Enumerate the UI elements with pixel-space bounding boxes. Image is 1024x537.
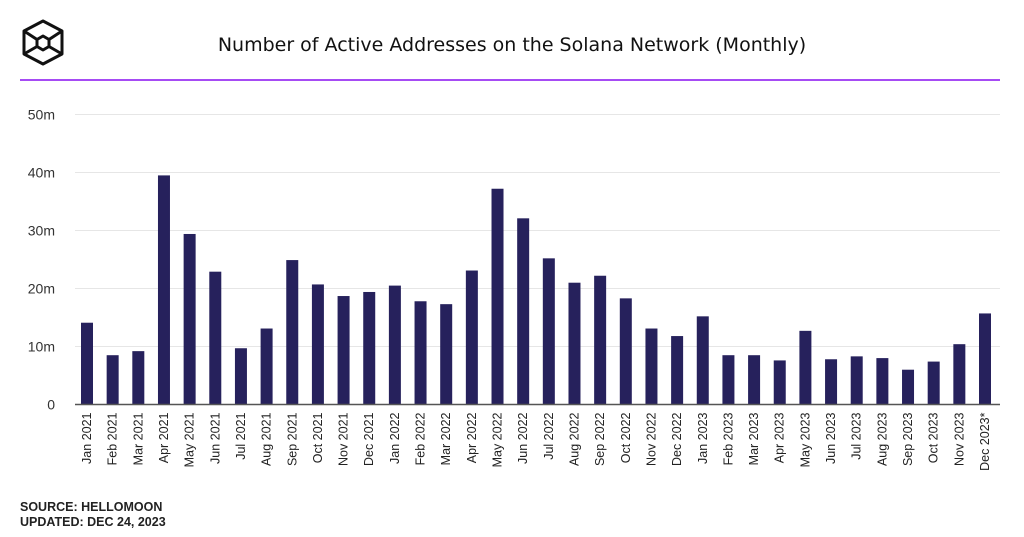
bar xyxy=(619,298,632,405)
source-label: SOURCE: HELLOMOON xyxy=(20,500,163,514)
chart-title: Number of Active Addresses on the Solana… xyxy=(217,34,807,56)
bar xyxy=(799,330,812,405)
updated-label: UPDATED: DEC 24, 2023 xyxy=(20,515,166,529)
x-tick-label: May 2021 xyxy=(183,412,197,467)
bar xyxy=(465,270,478,405)
x-tick-label: Jan 2023 xyxy=(696,412,710,463)
x-tick-label: Jun 2023 xyxy=(824,412,838,463)
x-tick-label: Dec 2023* xyxy=(978,412,992,471)
x-tick-label: Nov 2023 xyxy=(952,412,966,466)
bar xyxy=(234,348,247,405)
x-tick-label: Sep 2022 xyxy=(593,412,607,466)
x-tick-label: Jul 2023 xyxy=(850,412,864,459)
x-tick-label: May 2022 xyxy=(491,412,505,467)
bar xyxy=(902,369,915,405)
bar xyxy=(850,356,863,405)
bar xyxy=(491,188,504,405)
bar xyxy=(363,291,376,405)
bar xyxy=(722,355,735,405)
bar xyxy=(106,355,119,405)
x-tick-label: Feb 2021 xyxy=(106,412,120,465)
bar xyxy=(927,361,940,405)
bar xyxy=(645,328,658,405)
bar xyxy=(311,284,324,405)
x-tick-label: Jan 2022 xyxy=(388,412,402,463)
x-tick-label: May 2023 xyxy=(798,412,812,467)
bar xyxy=(440,304,453,405)
x-tick-label: Jul 2022 xyxy=(542,412,556,459)
x-tick-label: Mar 2023 xyxy=(747,412,761,465)
y-tick-label: 40m xyxy=(28,165,55,181)
x-tick-label: Feb 2023 xyxy=(721,412,735,465)
x-tick-label: Mar 2021 xyxy=(131,412,145,465)
x-tick-label: Jun 2021 xyxy=(208,412,222,463)
x-tick-label: Dec 2022 xyxy=(670,412,684,466)
bar xyxy=(953,344,966,405)
bar xyxy=(568,282,581,405)
bar xyxy=(696,316,709,405)
x-tick-label: Nov 2021 xyxy=(337,412,351,466)
bar xyxy=(157,175,170,405)
y-tick-label: 0 xyxy=(47,397,55,413)
bar xyxy=(748,355,761,405)
x-tick-label: Jan 2021 xyxy=(80,412,94,463)
x-tick-label: Jun 2022 xyxy=(516,412,530,463)
title-divider xyxy=(20,79,1000,81)
y-tick-label: 50m xyxy=(28,107,55,123)
bar xyxy=(876,358,889,405)
bar xyxy=(825,359,838,405)
x-tick-label: Aug 2021 xyxy=(260,412,274,466)
x-tick-label: Nov 2022 xyxy=(644,412,658,466)
bar xyxy=(517,218,530,405)
bar xyxy=(81,322,93,405)
x-tick-label: Jul 2021 xyxy=(234,412,248,459)
bar xyxy=(773,360,786,405)
x-tick-label: Aug 2023 xyxy=(875,412,889,466)
bar xyxy=(260,328,273,405)
y-tick-label: 30m xyxy=(28,223,55,239)
bar xyxy=(414,301,427,405)
bar xyxy=(594,275,607,405)
bar xyxy=(388,285,401,405)
x-tick-label: Mar 2022 xyxy=(439,412,453,465)
bar xyxy=(337,296,350,405)
bar xyxy=(979,313,991,405)
bar xyxy=(542,258,555,405)
x-tick-label: Sep 2021 xyxy=(285,412,299,466)
y-tick-label: 20m xyxy=(28,281,55,297)
x-tick-label: Apr 2022 xyxy=(465,412,479,463)
bar xyxy=(132,351,145,405)
x-tick-label: Feb 2022 xyxy=(414,412,428,465)
x-tick-label: Oct 2021 xyxy=(311,412,325,463)
x-tick-label: Oct 2022 xyxy=(619,412,633,463)
x-tick-label: Sep 2023 xyxy=(901,412,915,466)
x-tick-label: Apr 2021 xyxy=(157,412,171,463)
bar xyxy=(671,336,684,405)
x-tick-label: Oct 2023 xyxy=(927,412,941,463)
y-tick-label: 10m xyxy=(28,339,55,355)
bar xyxy=(209,271,222,405)
cube-logo-icon xyxy=(22,19,64,66)
x-tick-label: Apr 2023 xyxy=(773,412,787,463)
x-tick-label: Dec 2021 xyxy=(362,412,376,466)
bar xyxy=(286,260,299,405)
bar xyxy=(183,233,196,405)
x-tick-label: Aug 2022 xyxy=(567,412,581,466)
